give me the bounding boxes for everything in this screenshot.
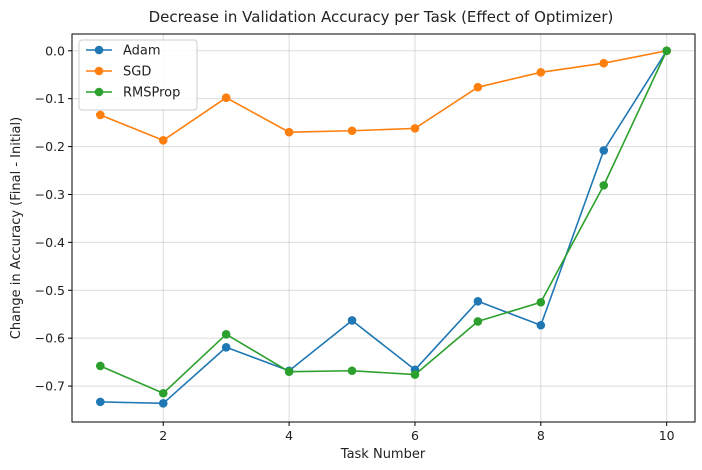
data-point-sgd (96, 110, 105, 120)
data-point-adam (536, 320, 546, 330)
x-tick-label: 8 (537, 428, 545, 443)
data-point-rmsprop (473, 317, 483, 326)
data-point-rmsprop (599, 181, 609, 190)
plot-frame (71, 33, 696, 423)
y-axis: 0.0 −0.1 −0.2 −0.3 −0.4 −0.5 −0.6 −0.7 (35, 43, 72, 394)
y-tick-label: −0.6 (35, 331, 65, 346)
data-point-rmsprop (284, 367, 294, 377)
data-point-sgd (221, 93, 231, 103)
y-tick-label: −0.1 (35, 91, 65, 106)
data-point-rmsprop (662, 46, 671, 56)
legend-marker-rmsprop (94, 87, 104, 97)
data-point-sgd (284, 127, 294, 137)
data-point-rmsprop (536, 297, 546, 307)
y-tick-label: −0.4 (35, 235, 65, 250)
legend: Adam SGD RMSProp (78, 39, 198, 111)
data-point-adam (473, 296, 483, 306)
data-point-rmsprop (158, 388, 168, 398)
data-point-rmsprop (410, 370, 420, 379)
data-point-rmsprop (96, 361, 105, 371)
data-point-sgd (473, 82, 483, 92)
x-tick-label: 2 (159, 428, 167, 443)
y-tick-label: −0.2 (35, 139, 65, 154)
data-point-sgd (347, 126, 357, 136)
data-point-rmsprop (221, 330, 231, 339)
data-point-sgd (599, 58, 609, 68)
x-tick-label: 10 (659, 428, 675, 443)
data-point-adam (96, 397, 105, 407)
data-point-sgd (536, 68, 546, 77)
data-point-adam (347, 316, 357, 325)
data-point-sgd (410, 124, 420, 133)
x-tick-label: 6 (411, 428, 419, 443)
legend-marker-sgd (94, 66, 104, 76)
x-axis: 2 4 6 8 10 (159, 422, 675, 443)
y-tick-label: −0.7 (35, 379, 65, 394)
chart-title: Decrease in Validation Accuracy per Task… (149, 8, 614, 26)
y-tick-label: 0.0 (45, 43, 65, 58)
y-axis-label: Change in Accuracy (Final - Initial) (9, 117, 24, 339)
legend-label-rmsprop: RMSProp (123, 86, 180, 101)
series-line-sgd (100, 49, 667, 142)
legend-marker-adam (94, 45, 104, 55)
x-axis-label: Task Number (340, 447, 426, 462)
series-line-rmsprop (99, 50, 668, 395)
data-point-adam (599, 146, 609, 155)
x-tick-label: 4 (285, 428, 293, 443)
legend-label-sgd: SGD (123, 65, 151, 80)
y-tick-label: −0.3 (35, 187, 65, 202)
data-point-rmsprop (347, 366, 357, 376)
series-layer (96, 46, 671, 408)
data-point-adam (221, 342, 231, 352)
legend-label-adam: Adam (123, 44, 161, 59)
data-point-adam (158, 399, 168, 408)
y-tick-label: −0.5 (35, 283, 65, 298)
series-line-adam (100, 50, 668, 405)
data-point-sgd (158, 136, 168, 145)
